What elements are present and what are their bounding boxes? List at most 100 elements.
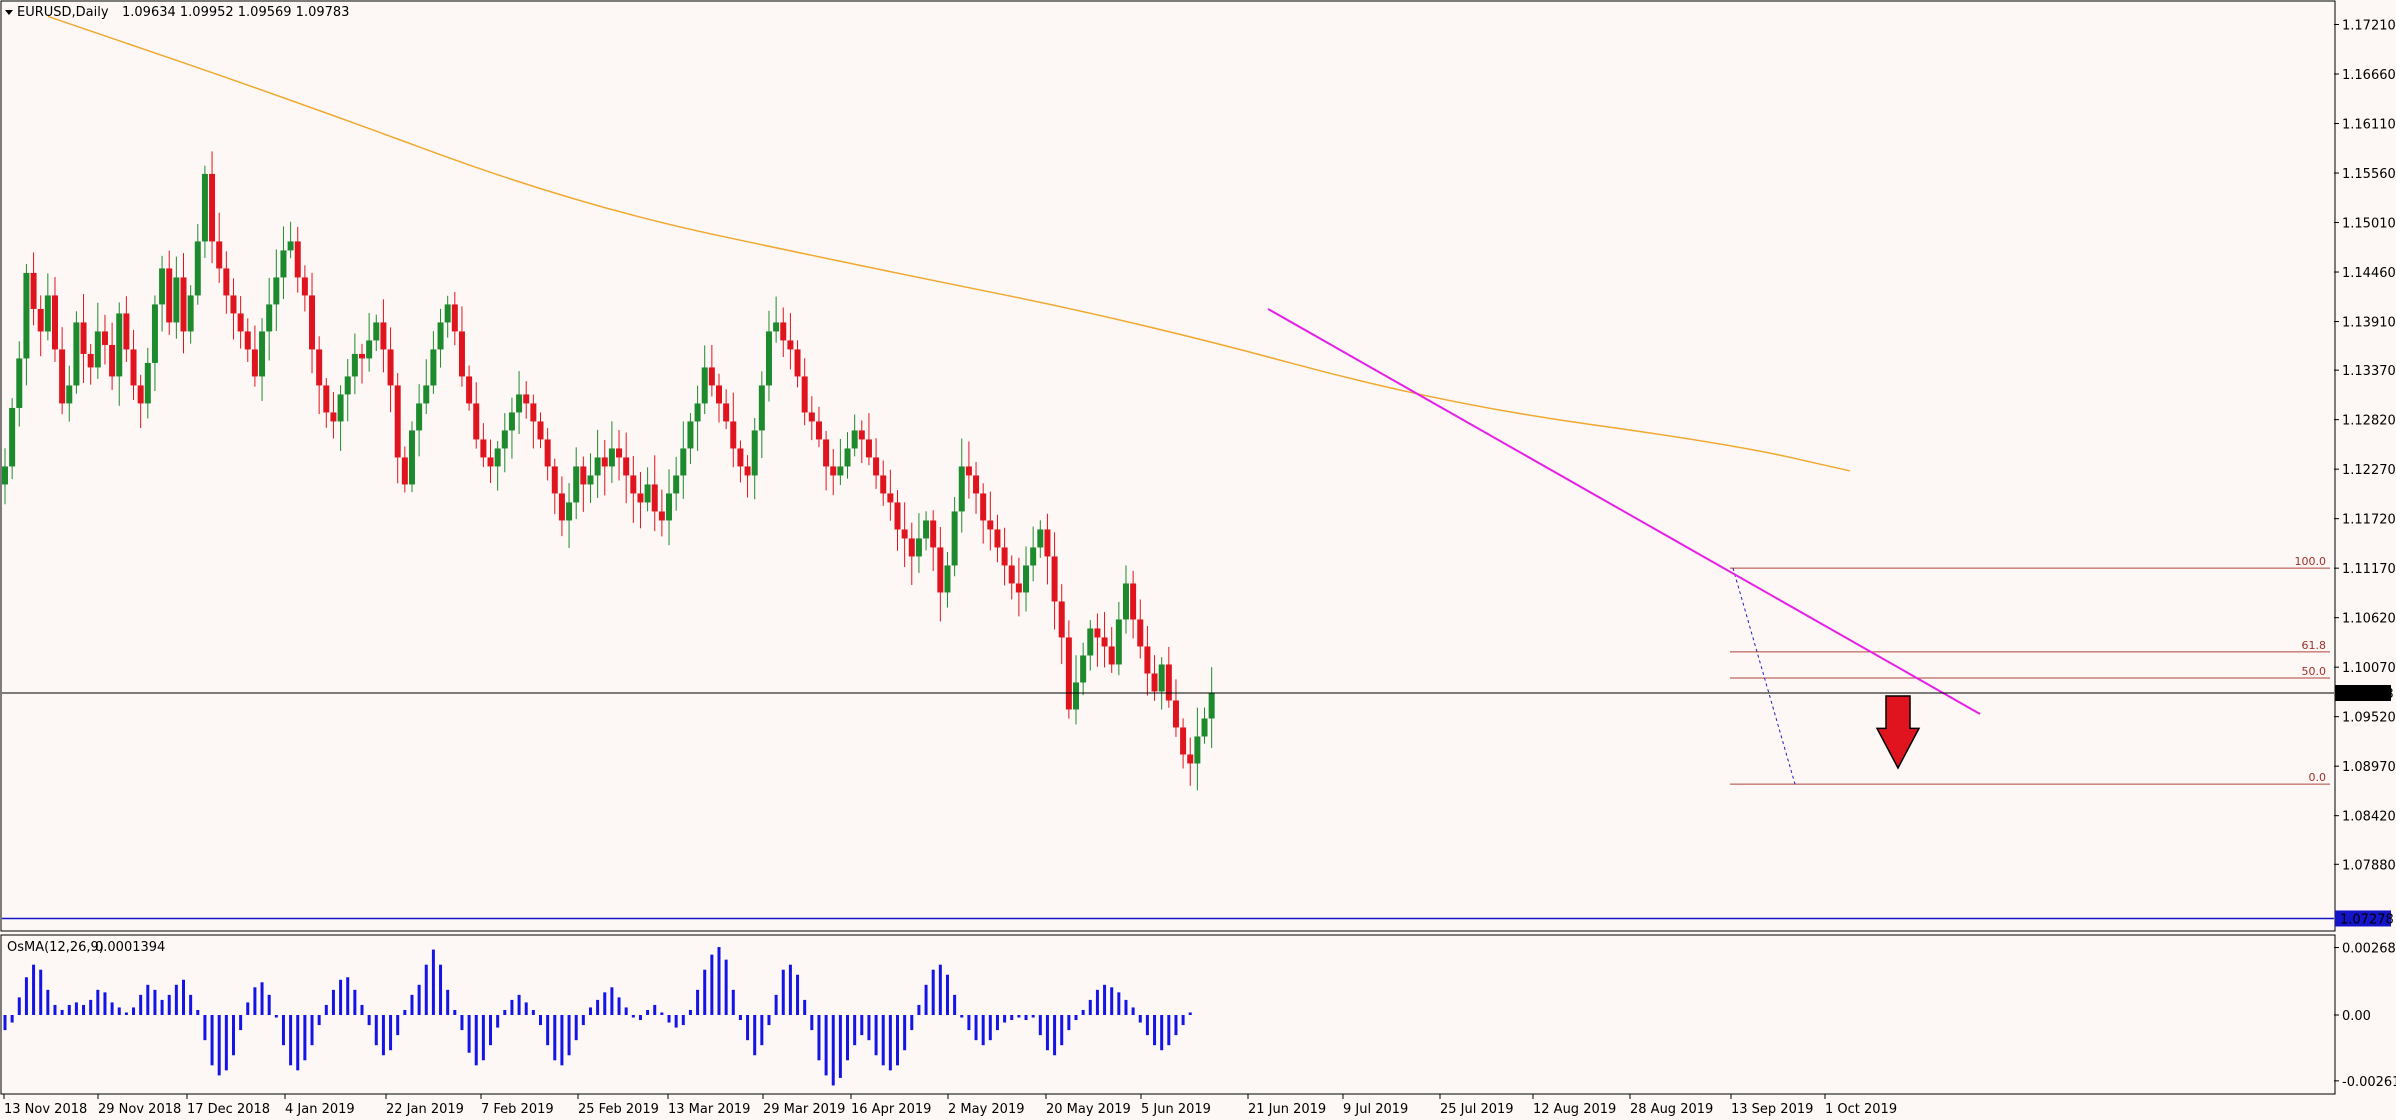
time-axis-label-1: 29 Nov 2018: [98, 1102, 181, 1117]
candle-body-0: [2, 466, 8, 485]
candle-body-104: [744, 466, 751, 476]
osma-bar-5: [39, 969, 43, 1015]
current-price-tag: [2335, 685, 2391, 702]
candle-body-127: [908, 538, 915, 557]
candle-body-126: [901, 529, 908, 539]
candle-body-119: [851, 430, 858, 449]
candle-body-105: [751, 430, 758, 476]
candle-body-98: [701, 367, 708, 404]
candle-body-158: [1130, 583, 1137, 620]
candle-body-129: [923, 520, 930, 539]
osma-bar-4: [32, 964, 36, 1015]
candle-body-65: [466, 376, 473, 404]
osma-bar-137: [981, 1015, 985, 1046]
osma-bar-100: [717, 947, 721, 1015]
osma-bar-2: [17, 997, 21, 1015]
candle-body-29: [209, 173, 216, 242]
fib-level-label-1: 61.8: [2302, 639, 2327, 652]
osma-bar-24: [174, 984, 178, 1015]
osma-bar-122: [874, 1015, 878, 1056]
osma-bar-15: [110, 1002, 114, 1015]
candle-body-32: [230, 295, 237, 314]
osma-bar-121: [867, 1015, 871, 1041]
price-axis-label-12: 1.10620: [2342, 612, 2396, 627]
candle-body-12: [87, 353, 94, 368]
time-axis: 13 Nov 2018 29 Nov 2018 17 Dec 2018 4 Jan 2…: [3, 1094, 1897, 1117]
osma-bar-164: [1174, 1015, 1178, 1036]
candle-body-23: [166, 268, 173, 323]
osma-bar-88: [631, 1015, 635, 1018]
osma-bar-142: [1017, 1015, 1021, 1018]
osma-bar-104: [746, 1015, 750, 1041]
osma-bar-120: [860, 1015, 864, 1036]
osma-bar-148: [1060, 1015, 1064, 1046]
price-axis: 1.17210 1.16660 1.16110 1.15560 1.15010 1.144…: [2334, 19, 2396, 873]
osma-bar-31: [224, 1015, 228, 1071]
osma-bar-147: [1053, 1015, 1057, 1056]
osma-bar-118: [846, 1015, 850, 1061]
candle-body-157: [1122, 583, 1129, 620]
price-axis-label-9: 1.12270: [2342, 463, 2396, 478]
candle-body-84: [601, 457, 608, 467]
time-axis-label-13: 21 Jun 2019: [1248, 1102, 1326, 1117]
time-axis-label-18: 13 Sep 2019: [1731, 1102, 1813, 1117]
candle-body-68: [487, 457, 494, 467]
osma-bar-144: [1031, 1015, 1035, 1018]
price-axis-label-7: 1.13370: [2342, 364, 2396, 379]
osma-bar-96: [688, 1009, 692, 1015]
candle-body-136: [973, 475, 980, 494]
osma-bar-152: [1088, 999, 1092, 1015]
osma-bar-158: [1131, 1007, 1135, 1015]
osma-bar-48: [346, 977, 350, 1015]
candle-body-124: [887, 493, 894, 503]
candle-body-97: [694, 403, 701, 422]
osma-bar-93: [667, 1015, 671, 1023]
candle-body-131: [937, 547, 944, 593]
osma-bar-50: [360, 1004, 364, 1015]
osma-bar-163: [1167, 1015, 1171, 1046]
time-axis-label-11: 20 May 2019: [1046, 1102, 1131, 1117]
osma-axis-label-2: -0.002617: [2342, 1075, 2396, 1090]
price-axis-label-3: 1.15560: [2342, 167, 2396, 182]
candle-body-36: [259, 331, 266, 377]
osma-bar-86: [617, 997, 621, 1015]
candle-body-39: [280, 250, 287, 278]
osma-bar-46: [331, 989, 335, 1015]
candle-body-110: [787, 340, 794, 350]
osma-bar-108: [774, 994, 778, 1015]
candle-body-69: [494, 448, 501, 467]
candle-body-82: [587, 475, 594, 485]
candle-body-154: [1101, 637, 1108, 647]
candle-body-147: [1051, 556, 1058, 602]
osma-bar-47: [339, 979, 343, 1015]
symbol-menu-chevron-icon[interactable]: [5, 10, 13, 15]
time-axis-label-15: 25 Jul 2019: [1440, 1102, 1514, 1117]
osma-bar-39: [281, 1015, 285, 1046]
osma-bar-30: [217, 1015, 221, 1076]
osma-bar-58: [417, 984, 421, 1015]
candle-body-146: [1044, 529, 1051, 557]
candle-body-133: [951, 511, 958, 566]
time-axis-label-5: 7 Feb 2019: [481, 1102, 554, 1117]
osma-bar-32: [231, 1015, 235, 1056]
moving-average-layer: [47, 15, 1851, 472]
osma-axis-label-0: 0.0026805: [2342, 942, 2396, 957]
osma-bar-101: [724, 959, 728, 1015]
candle-body-81: [580, 466, 587, 485]
osma-bar-131: [938, 964, 942, 1015]
candle-body-13: [94, 331, 101, 368]
candle-body-66: [473, 403, 480, 440]
candle-body-4: [30, 272, 37, 309]
osma-bar-3: [24, 977, 28, 1015]
candle-body-165: [1180, 727, 1187, 755]
candle-body-33: [237, 313, 244, 332]
osma-bar-75: [539, 1015, 542, 1026]
osma-bar-113: [810, 1015, 814, 1031]
osma-bar-49: [353, 989, 357, 1015]
candle-body-24: [173, 277, 180, 323]
osma-bar-98: [703, 969, 707, 1015]
candle-body-160: [1144, 646, 1151, 674]
candle-body-41: [294, 241, 301, 278]
candle-body-61: [437, 322, 444, 350]
